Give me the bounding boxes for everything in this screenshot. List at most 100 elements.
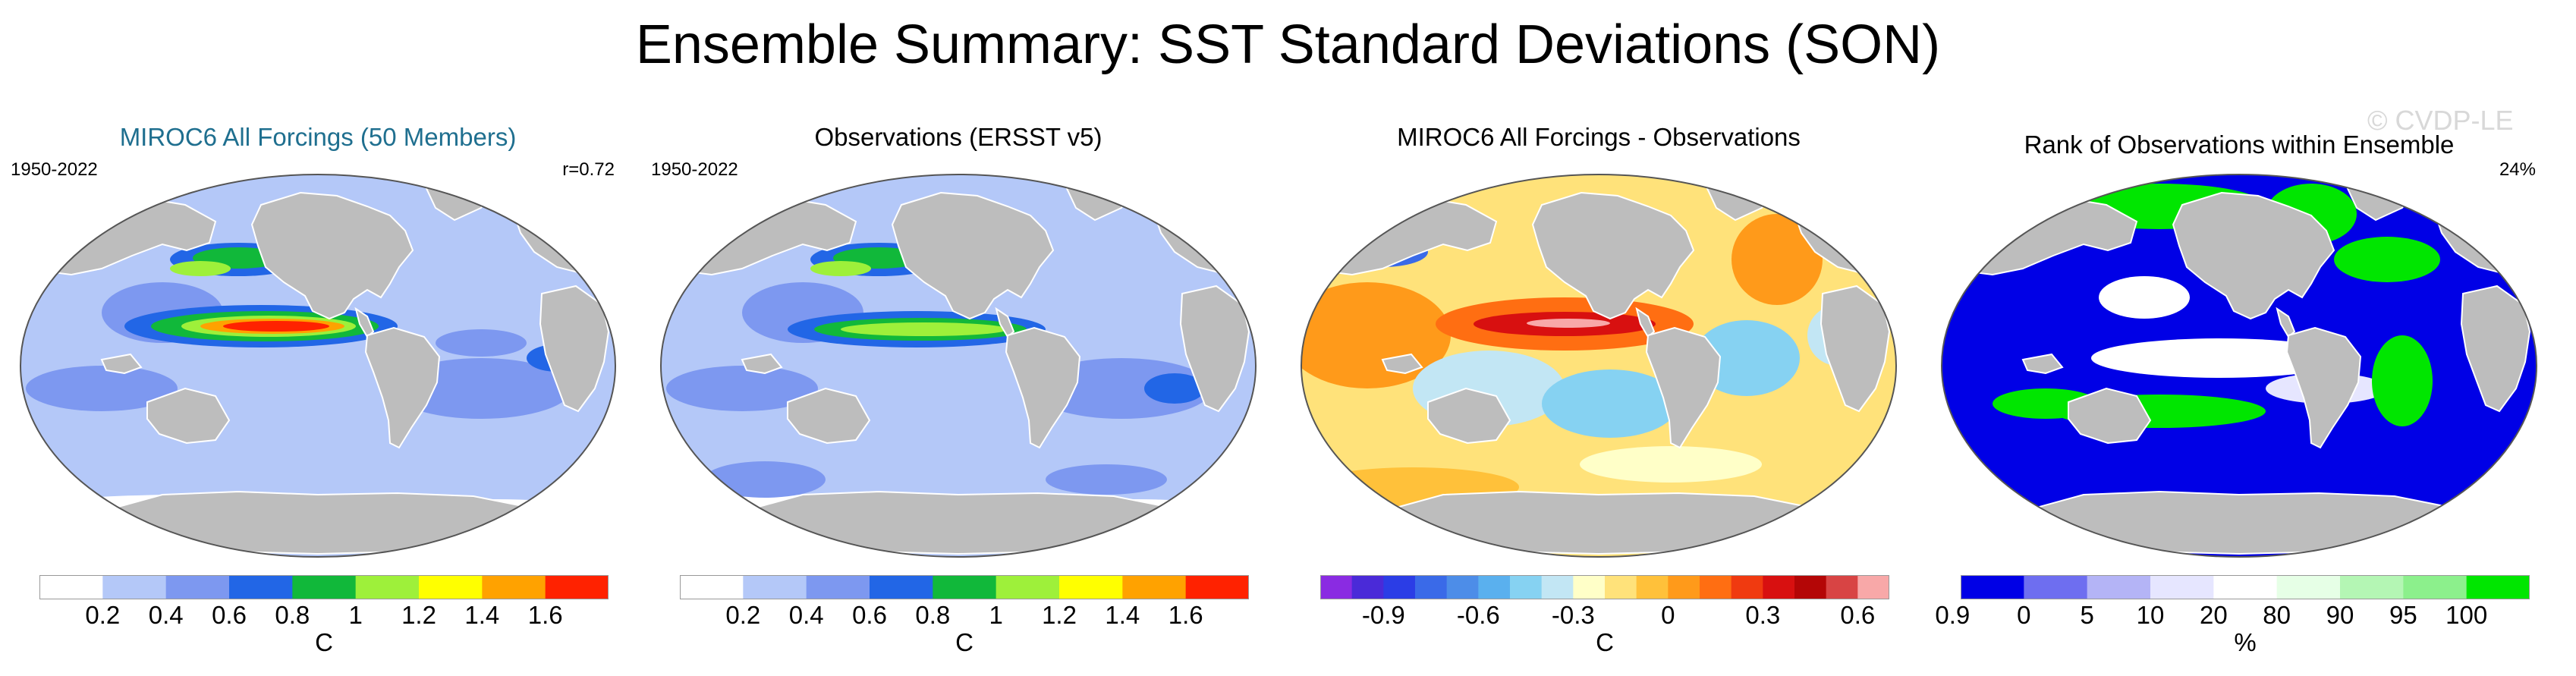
- colorbar-ticks: 0 5 10 20 80 90 95 100: [1961, 599, 2530, 630]
- field-contour: [2334, 237, 2440, 282]
- colorbar-swatch: [680, 575, 744, 599]
- colorbar-tick-label: 0: [1661, 601, 1675, 629]
- panel-title: MIROC6 All Forcings (50 Members): [119, 123, 517, 151]
- panel-obs-std: Observations (ERSST v5) 1950-2022 0.2 0.4…: [651, 114, 1266, 668]
- land-mass: [741, 353, 783, 375]
- colorbar-tick-label: 95: [2389, 601, 2417, 629]
- land-mass: [1645, 326, 1722, 449]
- panel-difference: MIROC6 All Forcings - Observations -0.9-…: [1291, 114, 1970, 668]
- map-obs-std: [660, 174, 1257, 558]
- field-contour: [2099, 276, 2190, 319]
- colorbar-tick-label: 0.2: [85, 601, 121, 629]
- pattern-correlation-label: r=0.72: [562, 159, 615, 180]
- field-contour: [2372, 335, 2433, 426]
- colorbar-ticks: 0.2 0.4 0.6 0.8 1 1.2 1.4 1.6: [39, 599, 609, 630]
- colorbar-unit: C: [1596, 628, 1614, 656]
- panel-model-std: MIROC6 All Forcings (50 Members) 1950-20…: [11, 114, 625, 668]
- colorbar-tick-label: 10: [2136, 601, 2165, 629]
- colorbar-swatch: [2340, 575, 2404, 599]
- map-rank: [1941, 174, 2537, 558]
- field-contour: [704, 461, 826, 498]
- land-mass: [2068, 387, 2152, 445]
- colorbar-tick-label: 0.6: [852, 601, 887, 629]
- colorbar-swatch: [1185, 575, 1249, 599]
- field-contour: [810, 261, 871, 276]
- land-mass: [1427, 387, 1511, 445]
- field-contour: [1527, 319, 1610, 328]
- colorbar-tick-label: 0.4: [788, 601, 824, 629]
- field-contour: [666, 366, 818, 411]
- colorbar-swatch: [2466, 575, 2530, 599]
- field-contour: [1694, 320, 1800, 396]
- field-contour: [2091, 338, 2349, 378]
- map-outline: [660, 174, 1257, 558]
- map-outline: [20, 174, 616, 558]
- colorbar-tick-label: 1: [989, 601, 1003, 629]
- colorbar-swatch: [743, 575, 807, 599]
- colorbar-swatch: [1415, 575, 1448, 599]
- colorbar: [39, 575, 609, 599]
- colorbar-unit: %: [2234, 628, 2257, 656]
- colorbar-tick-label: 20: [2199, 601, 2228, 629]
- period-label: 1950-2022: [651, 159, 738, 180]
- colorbar-tick-label: 0.8: [275, 601, 310, 629]
- map-difference: [1301, 174, 1897, 558]
- land-mass: [250, 191, 414, 320]
- colorbar-swatch: [1961, 575, 2024, 599]
- colorbar-swatch: [1700, 575, 1732, 599]
- field-contour: [1580, 446, 1762, 483]
- rank-percent-label: 24%: [2499, 159, 2536, 180]
- field-contour: [1046, 464, 1167, 495]
- colorbar-swatch: [933, 575, 997, 599]
- colorbar-tick-label: 1.4: [464, 601, 500, 629]
- colorbar: [680, 575, 1249, 599]
- colorbar-swatch: [1541, 575, 1574, 599]
- colorbar-tick-label: 0.4: [148, 601, 184, 629]
- colorbar-tick-label: 1.6: [527, 601, 563, 629]
- colorbar-swatch: [482, 575, 546, 599]
- colorbar-tick-label: 80: [2263, 601, 2291, 629]
- colorbar-swatch: [1446, 575, 1479, 599]
- colorbar-tick-label: 0.3: [1745, 601, 1781, 629]
- colorbar-unit: C: [955, 628, 973, 656]
- field-contour: [1977, 458, 2068, 501]
- colorbar-tick-label: 0.6: [212, 601, 247, 629]
- panel-title: Rank of Observations within Ensemble: [2024, 130, 2455, 159]
- colorbar-tick-label: 1.6: [1168, 601, 1203, 629]
- colorbar-swatch: [419, 575, 483, 599]
- period-label: 1950-2022: [11, 159, 98, 180]
- colorbar-swatch: [355, 575, 420, 599]
- map-model-std: [20, 174, 616, 558]
- colorbar-swatch: [2150, 575, 2214, 599]
- colorbar-unit: C: [315, 628, 333, 656]
- field-contour: [1542, 369, 1678, 438]
- colorbar-tick-label: 0: [2017, 601, 2031, 629]
- colorbar-tick-label: 90: [2326, 601, 2354, 629]
- panel-title: Observations (ERSST v5): [814, 123, 1102, 151]
- land-mass: [2172, 191, 2335, 320]
- colorbar-swatch: [1605, 575, 1637, 599]
- land-mass: [2021, 353, 2064, 375]
- watermark: © CVDP-LE: [2367, 105, 2514, 136]
- colorbar-swatch: [2087, 575, 2151, 599]
- field-contour: [223, 321, 329, 332]
- panel-title: MIROC6 All Forcings - Observations: [1397, 123, 1801, 151]
- colorbar-swatch: [2213, 575, 2278, 599]
- colorbar-swatch: [2403, 575, 2467, 599]
- colorbar-swatch: [102, 575, 167, 599]
- field-contour: [1144, 373, 1205, 404]
- colorbar-swatch: [1059, 575, 1123, 599]
- panel-rank: Rank of Observations within Ensemble 24%…: [1932, 114, 2546, 668]
- colorbar-swatch: [1794, 575, 1827, 599]
- colorbar-swatch: [165, 575, 230, 599]
- field-contour: [170, 261, 231, 276]
- colorbar-swatch: [1857, 575, 1889, 599]
- land-mass: [1005, 326, 1081, 449]
- colorbar-swatch: [229, 575, 293, 599]
- colorbar-tick-label: 0.8: [915, 601, 951, 629]
- colorbar-swatch: [1763, 575, 1795, 599]
- colorbar-tick-label: 100: [2445, 601, 2488, 629]
- land-mass: [364, 326, 441, 449]
- colorbar-swatch: [1636, 575, 1669, 599]
- colorbar-tick-label: 5: [2080, 601, 2094, 629]
